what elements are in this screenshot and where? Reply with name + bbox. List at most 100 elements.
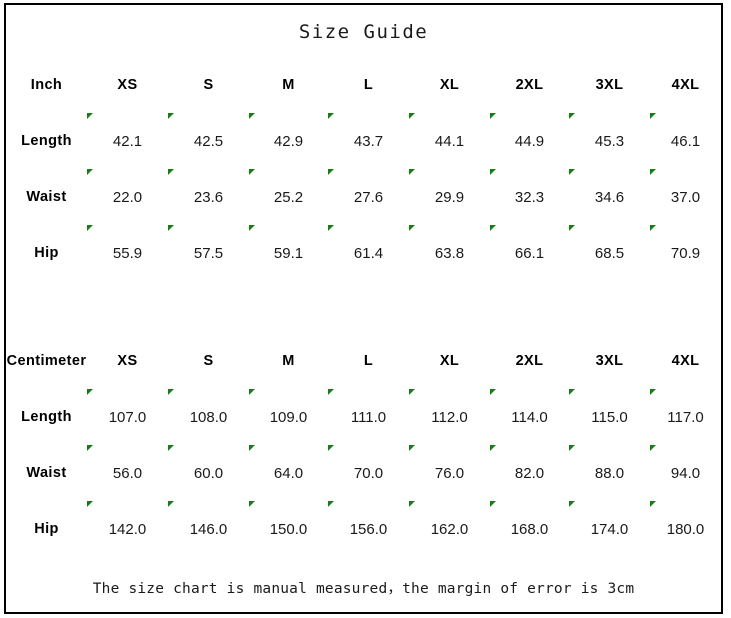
cell-comment-marker-icon: [168, 113, 174, 119]
cell-comment-marker-icon: [87, 169, 93, 175]
unit-label-inch: Inch: [30, 77, 63, 94]
cell-comment-marker-icon: [650, 169, 656, 175]
measurement-value-text: 22.0: [112, 188, 143, 206]
cell-comment-marker-icon: [87, 113, 93, 119]
measurement-label-length: Length: [21, 133, 72, 149]
measurement-value-text: 146.0: [189, 520, 228, 538]
measurement-value: 108.0: [168, 389, 249, 445]
measurement-value: 70.9: [650, 225, 721, 281]
cell-comment-marker-icon: [650, 445, 656, 451]
measurement-value: 111.0: [328, 389, 409, 445]
measurement-value-text: 55.9: [112, 244, 143, 262]
size-header-4xl: 4XL: [671, 77, 700, 94]
measurement-value-text: 94.0: [670, 464, 701, 482]
measurement-value-text: 107.0: [108, 408, 147, 426]
cell-comment-marker-icon: [168, 169, 174, 175]
cell-comment-marker-icon: [409, 501, 415, 507]
cell-comment-marker-icon: [409, 113, 415, 119]
measurement-value-text: 29.9: [434, 188, 465, 206]
size-header-l: L: [363, 353, 374, 370]
size-header-3xl: 3XL: [595, 353, 624, 370]
cell-comment-marker-icon: [409, 225, 415, 231]
cell-comment-marker-icon: [569, 501, 575, 507]
table-row: Hip 55.9 57.5 59.1 61.4 63.8 66.1 68.5 70.9: [6, 225, 721, 281]
measurement-value: 142.0: [87, 501, 168, 557]
page-title: Size Guide: [298, 20, 429, 43]
measurement-value: 44.1: [409, 113, 490, 169]
size-guide-sheet: Size Guide Inch XS S M L XL 2XL 3XL 4XL Length 42.1…: [4, 3, 723, 614]
measurement-value: 150.0: [249, 501, 328, 557]
cell-comment-marker-icon: [328, 389, 334, 395]
measurement-value-text: 180.0: [666, 520, 705, 538]
measurement-value: 168.0: [490, 501, 569, 557]
measurement-value: 57.5: [168, 225, 249, 281]
measurement-value-text: 109.0: [269, 408, 308, 426]
table-spacer-row: [6, 281, 721, 334]
size-header-2xl: 2XL: [515, 353, 544, 370]
measurement-value: 23.6: [168, 169, 249, 225]
measurement-value-text: 64.0: [273, 464, 304, 482]
cell-comment-marker-icon: [168, 501, 174, 507]
cell-comment-marker-icon: [249, 445, 255, 451]
measurement-value: 63.8: [409, 225, 490, 281]
measurement-value: 112.0: [409, 389, 490, 445]
cell-comment-marker-icon: [650, 389, 656, 395]
measurement-value-text: 34.6: [594, 188, 625, 206]
measurement-value-text: 61.4: [353, 244, 384, 262]
cell-comment-marker-icon: [569, 445, 575, 451]
measurement-value: 42.9: [249, 113, 328, 169]
measurement-value: 88.0: [569, 445, 650, 501]
measurement-value: 114.0: [490, 389, 569, 445]
measurement-value-text: 46.1: [670, 132, 701, 150]
size-header-4xl: 4XL: [671, 353, 700, 370]
measurement-value-text: 115.0: [591, 408, 628, 426]
size-header-xs: XS: [117, 353, 138, 370]
cell-comment-marker-icon: [87, 445, 93, 451]
measurement-value-text: 88.0: [594, 464, 625, 482]
cell-comment-marker-icon: [650, 113, 656, 119]
measurement-value: 68.5: [569, 225, 650, 281]
cell-comment-marker-icon: [249, 501, 255, 507]
measurement-value: 76.0: [409, 445, 490, 501]
table-spacer: [6, 281, 721, 334]
measurement-value: 45.3: [569, 113, 650, 169]
cell-comment-marker-icon: [249, 169, 255, 175]
measurement-value: 25.2: [249, 169, 328, 225]
table-row: Hip 142.0 146.0 150.0 156.0 162.0 168.0 174.0 18…: [6, 501, 721, 557]
measurement-value-text: 66.1: [514, 244, 545, 262]
cell-comment-marker-icon: [490, 389, 496, 395]
measurement-value: 115.0: [569, 389, 650, 445]
measurement-value: 94.0: [650, 445, 721, 501]
cell-comment-marker-icon: [328, 225, 334, 231]
measurement-value-text: 142.0: [108, 520, 147, 538]
measurement-value: 32.3: [490, 169, 569, 225]
measurement-value: 29.9: [409, 169, 490, 225]
measurement-value: 34.6: [569, 169, 650, 225]
measurement-value: 109.0: [249, 389, 328, 445]
measurement-value-text: 42.1: [112, 132, 143, 150]
cell-comment-marker-icon: [569, 389, 575, 395]
measurement-value-text: 150.0: [269, 520, 308, 538]
cell-comment-marker-icon: [490, 445, 496, 451]
cell-comment-marker-icon: [409, 389, 415, 395]
cell-comment-marker-icon: [569, 113, 575, 119]
measurement-label-waist: Waist: [26, 189, 67, 205]
measurement-value-text: 25.2: [273, 188, 304, 206]
measurement-value-text: 108.0: [189, 408, 228, 426]
cell-comment-marker-icon: [328, 501, 334, 507]
cell-comment-marker-icon: [87, 225, 93, 231]
measurement-value-text: 45.3: [594, 132, 625, 150]
cell-comment-marker-icon: [490, 169, 496, 175]
measurement-value: 42.5: [168, 113, 249, 169]
measurement-value: 162.0: [409, 501, 490, 557]
cell-comment-marker-icon: [168, 225, 174, 231]
measurement-value: 107.0: [87, 389, 168, 445]
cell-comment-marker-icon: [490, 501, 496, 507]
cell-comment-marker-icon: [328, 445, 334, 451]
cell-comment-marker-icon: [87, 501, 93, 507]
measurement-value: 59.1: [249, 225, 328, 281]
size-header-m: M: [282, 77, 295, 94]
table-row: Length 42.1 42.5 42.9 43.7 44.1 44.9 45.3 46.1: [6, 113, 721, 169]
measurement-value: 44.9: [490, 113, 569, 169]
measurement-value-text: 156.0: [349, 520, 388, 538]
